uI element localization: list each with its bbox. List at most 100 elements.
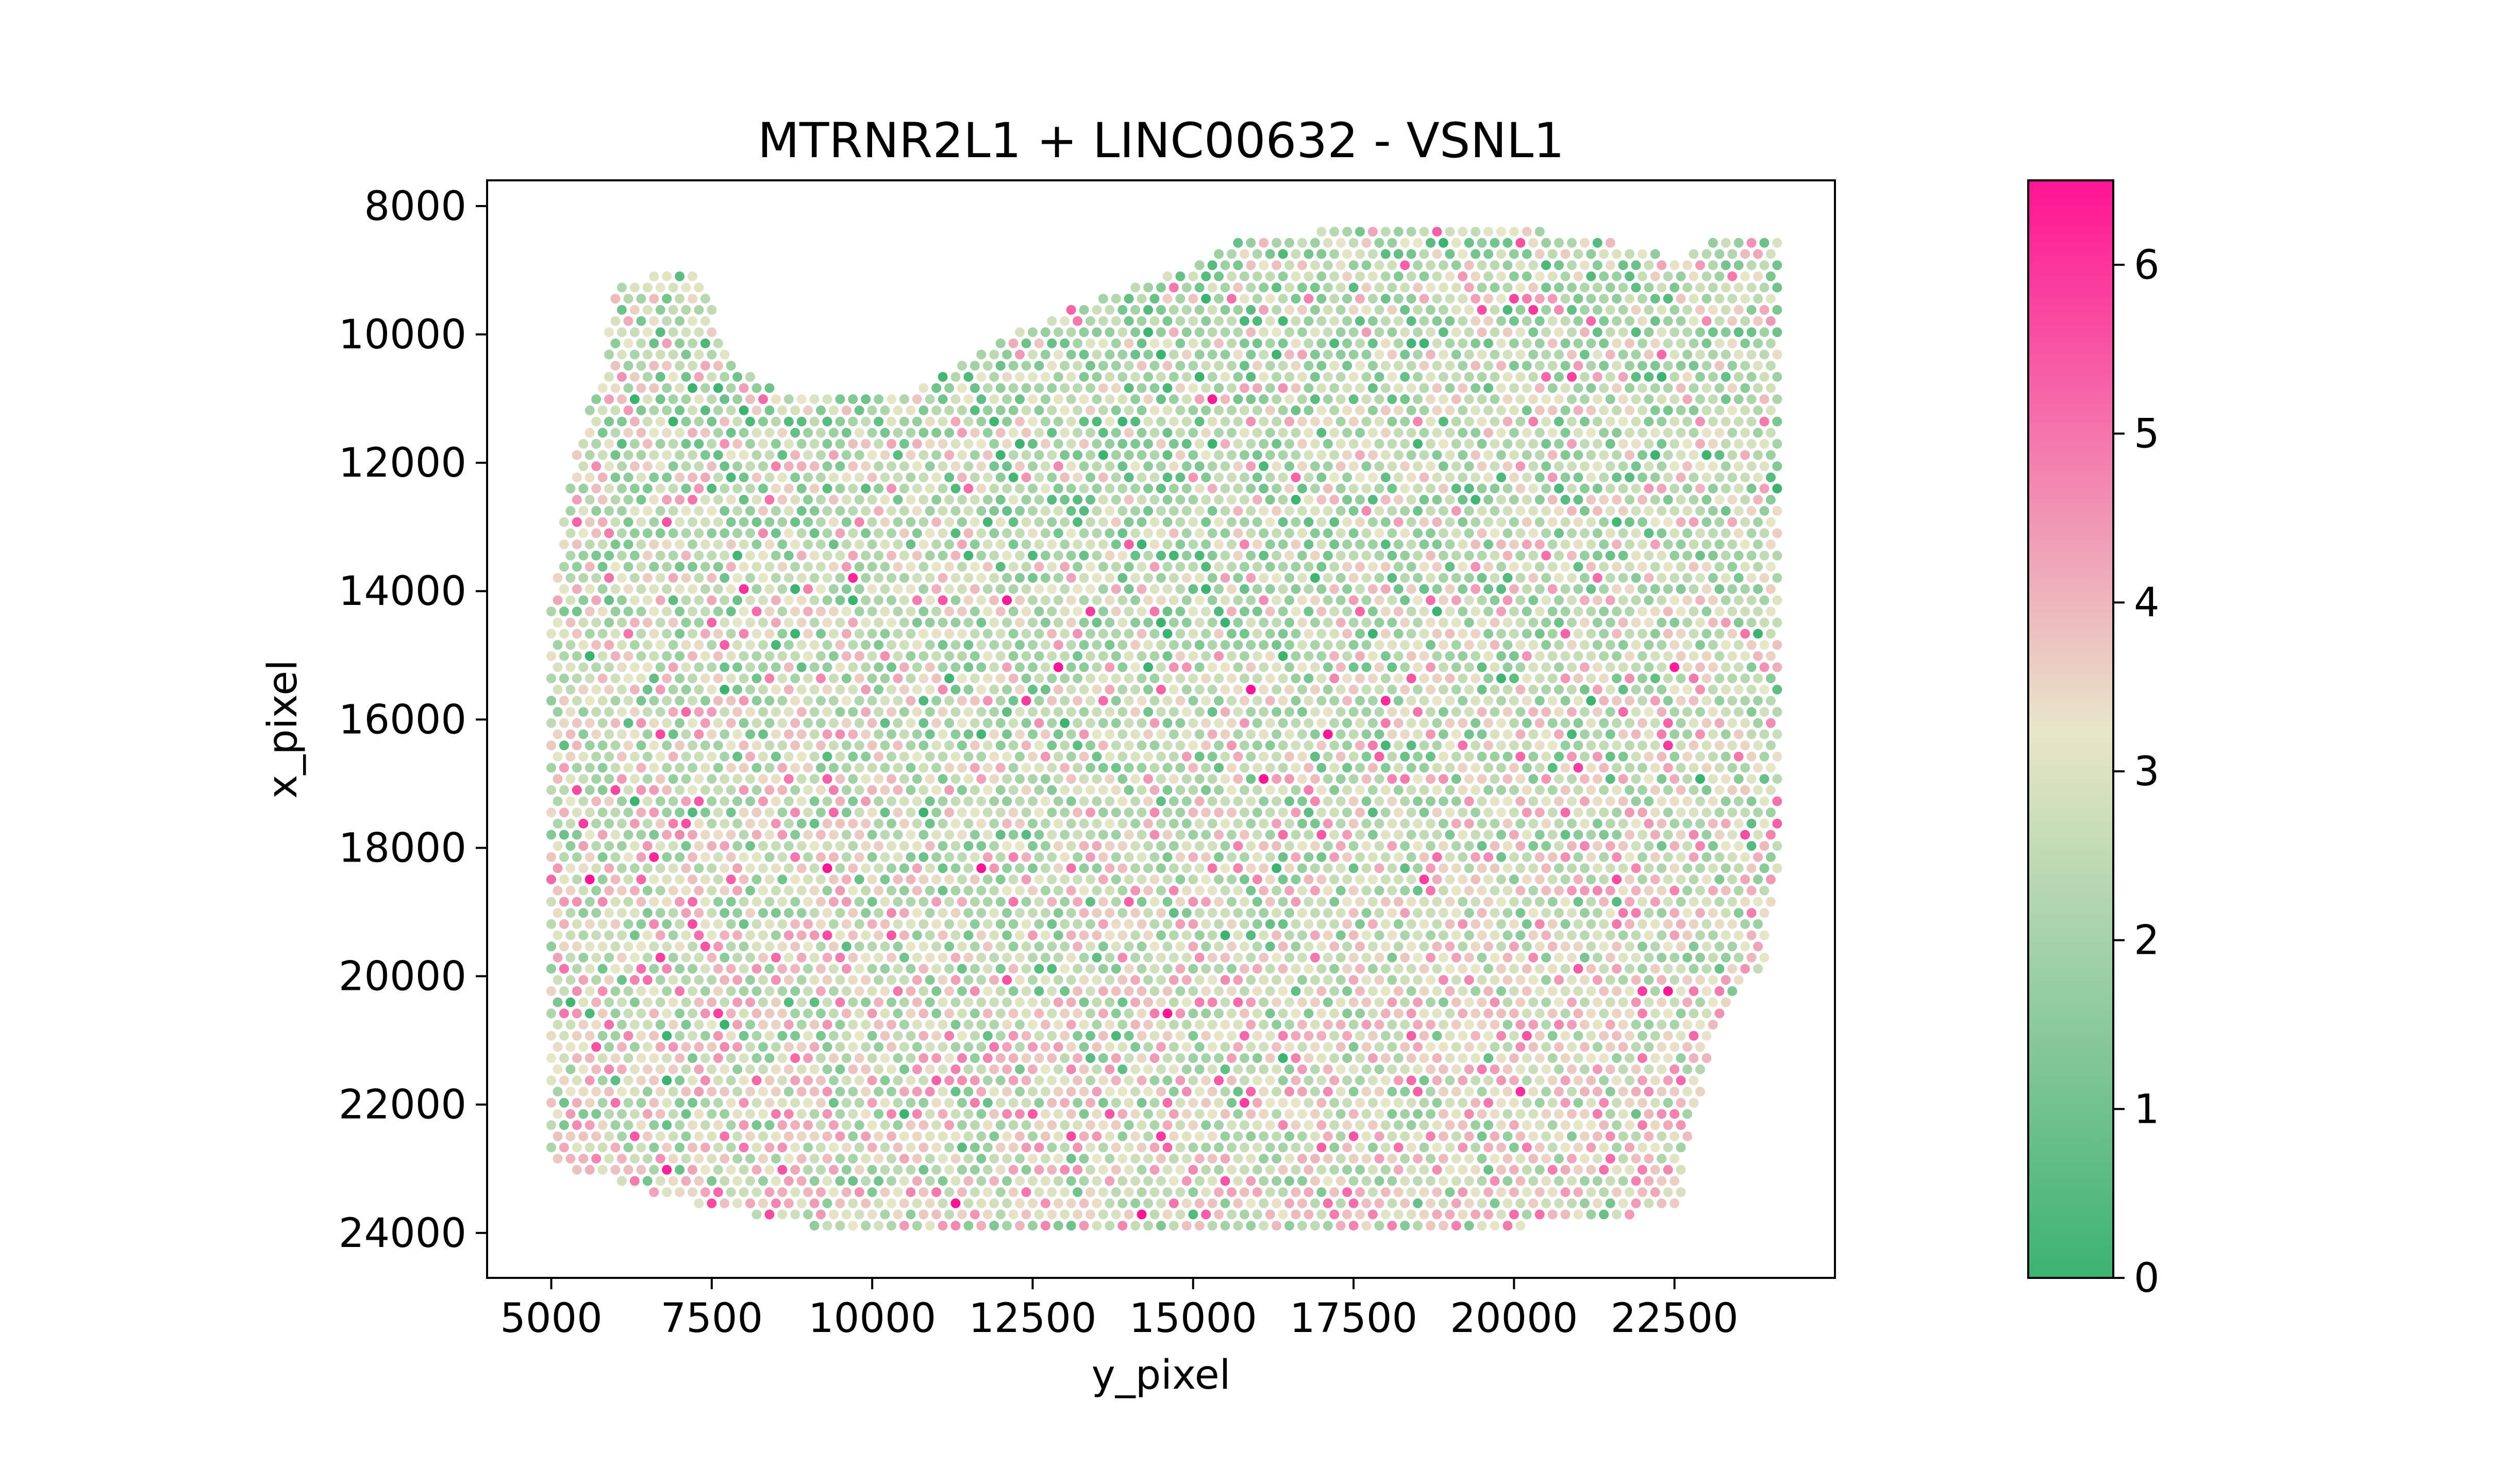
spot <box>1060 606 1070 617</box>
spot <box>1650 740 1660 751</box>
spot <box>1721 327 1731 338</box>
spot <box>1278 539 1288 549</box>
spot <box>1534 852 1545 862</box>
spot <box>1464 751 1474 762</box>
spot <box>1689 763 1699 773</box>
spot <box>1592 818 1602 829</box>
spot <box>1227 852 1237 862</box>
spot <box>751 383 762 393</box>
spot <box>1599 428 1609 438</box>
spot <box>1149 807 1160 818</box>
spot <box>1432 405 1442 415</box>
spot <box>1701 294 1712 304</box>
spot <box>662 763 672 773</box>
spot <box>572 517 582 527</box>
spot <box>1689 629 1699 639</box>
spot <box>1348 863 1359 873</box>
spot <box>1522 718 1532 728</box>
spot <box>1207 416 1217 427</box>
spot <box>1015 349 1025 360</box>
spot <box>1432 249 1442 259</box>
spot <box>1162 495 1173 505</box>
spot <box>591 729 602 739</box>
spot <box>822 617 832 628</box>
spot <box>1637 606 1647 617</box>
spot <box>1137 785 1147 795</box>
spot <box>1496 405 1506 415</box>
spot <box>1676 584 1686 594</box>
spot <box>617 684 627 695</box>
spot <box>1284 863 1294 873</box>
spot <box>688 562 697 572</box>
spot <box>1547 763 1558 773</box>
spot <box>623 785 633 795</box>
spot <box>1168 751 1179 762</box>
spot <box>1194 617 1205 628</box>
spot <box>796 707 807 717</box>
spot <box>610 450 621 460</box>
spot <box>1502 796 1513 806</box>
spot <box>739 740 749 751</box>
spot <box>739 450 749 460</box>
spot <box>726 405 736 415</box>
spot <box>1772 483 1782 494</box>
spot <box>1625 495 1634 505</box>
spot <box>655 550 665 561</box>
spot <box>1714 785 1725 795</box>
spot <box>880 852 890 862</box>
spot <box>861 461 871 471</box>
spot <box>642 282 653 293</box>
spot <box>1612 740 1622 751</box>
spot <box>1246 260 1256 271</box>
spot <box>1130 796 1141 806</box>
spot <box>1759 394 1769 404</box>
spot <box>1252 361 1262 371</box>
spot <box>629 305 640 315</box>
spot <box>1348 372 1359 382</box>
spot <box>1676 785 1686 795</box>
spot <box>553 818 563 829</box>
spot <box>1509 495 1519 505</box>
spot <box>1002 439 1012 449</box>
spot <box>777 473 788 482</box>
spot <box>1432 517 1442 527</box>
spot <box>1573 473 1583 482</box>
spot <box>1483 673 1494 684</box>
spot <box>1278 785 1288 795</box>
spot <box>610 763 621 773</box>
spot <box>1573 517 1583 527</box>
spot <box>1374 774 1384 784</box>
spot <box>578 461 589 471</box>
spot <box>1374 841 1384 851</box>
spot <box>809 774 820 784</box>
spot <box>713 696 723 706</box>
spot <box>1008 673 1018 684</box>
spot <box>764 740 775 751</box>
spot <box>720 573 730 583</box>
spot <box>854 807 864 818</box>
spot <box>1759 372 1769 382</box>
spot <box>1727 852 1738 862</box>
spot <box>1618 416 1628 427</box>
spot <box>1464 282 1474 293</box>
spot <box>1612 763 1622 773</box>
spot <box>816 629 826 639</box>
spot <box>1534 495 1545 505</box>
spot <box>1098 294 1108 304</box>
spot <box>1471 785 1481 795</box>
spot <box>720 595 730 605</box>
spot <box>655 818 665 829</box>
spot <box>1008 562 1018 572</box>
spot <box>1618 841 1628 851</box>
spot <box>758 796 768 806</box>
spot <box>867 696 877 706</box>
spot <box>1644 260 1654 271</box>
spot <box>1207 729 1217 739</box>
spot <box>1432 473 1442 482</box>
spot <box>1297 729 1307 739</box>
spot <box>1098 718 1108 728</box>
spot <box>1053 729 1063 739</box>
spot <box>1291 629 1301 639</box>
spot <box>604 394 614 404</box>
spot <box>1528 439 1539 449</box>
